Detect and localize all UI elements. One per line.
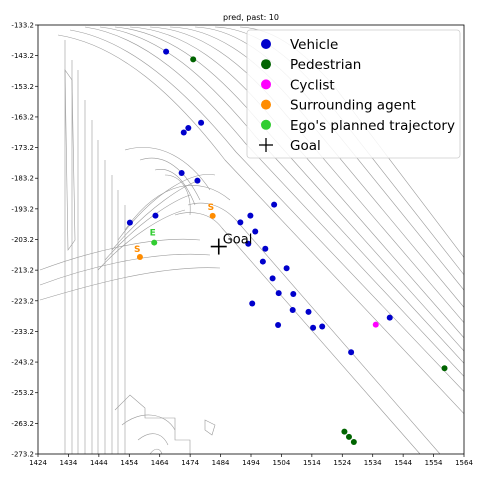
vehicle-point xyxy=(198,119,205,126)
y-tick-label: -253.2 xyxy=(11,389,34,397)
y-tick-label: -223.2 xyxy=(11,297,34,305)
x-tick-label: 1524 xyxy=(333,459,351,467)
x-tick-label: 1434 xyxy=(60,459,78,467)
cyclist-point xyxy=(372,321,379,328)
legend: Vehicle Pedestrian Cyclist Surrounding agen… xyxy=(246,29,461,159)
pedestrian-point xyxy=(350,439,357,446)
goal-marker: Goal xyxy=(210,233,253,255)
goal-label: Goal xyxy=(223,233,253,248)
vehicle-point xyxy=(271,201,278,208)
legend-marker-cyclist xyxy=(261,79,271,90)
pedestrian-point xyxy=(341,428,348,435)
agent-label: E xyxy=(150,229,156,239)
scatter-points xyxy=(126,48,448,446)
legend-marker-vehicle xyxy=(261,39,271,49)
vehicle-point xyxy=(247,212,254,219)
legend-label-vehicle: Vehicle xyxy=(290,37,338,53)
pedestrian-point xyxy=(190,56,197,63)
y-tick-label: -153.2 xyxy=(11,83,34,91)
y-tick-label: -133.2 xyxy=(11,22,34,30)
agent-label: S xyxy=(208,203,214,213)
vehicle-point xyxy=(194,177,201,184)
vehicle-point xyxy=(180,129,187,136)
vehicle-point xyxy=(269,275,276,282)
vehicle-point xyxy=(252,228,259,235)
x-tick-label: 1484 xyxy=(212,459,230,467)
vehicle-point xyxy=(178,170,185,177)
vehicle-point xyxy=(185,124,192,131)
x-tick-label: 1444 xyxy=(90,459,108,467)
vehicle-point xyxy=(152,212,159,219)
vehicle-point xyxy=(262,245,269,252)
ego-s-planned-trajectory-point xyxy=(151,239,158,246)
x-tick-label: 1474 xyxy=(181,459,199,467)
y-tick-label: -233.2 xyxy=(11,328,34,336)
y-tick-label: -183.2 xyxy=(11,175,34,183)
legend-box xyxy=(246,29,461,159)
x-tick-label: 1554 xyxy=(425,459,443,467)
x-tick-label: 1494 xyxy=(242,459,260,467)
pedestrian-point xyxy=(345,433,352,440)
y-tick-label: -263.2 xyxy=(11,420,34,428)
legend-label-goal: Goal xyxy=(290,138,321,154)
y-tick-label: -213.2 xyxy=(11,267,34,275)
y-tick-label: -243.2 xyxy=(11,359,34,367)
surrounding-agent-point xyxy=(209,212,216,219)
x-tick-label: 1424 xyxy=(29,459,47,467)
legend-label-ego-s-planned-trajectory: Ego's planned trajectory xyxy=(290,118,455,134)
legend-marker-surrounding-agent xyxy=(261,99,271,110)
vehicle-point xyxy=(245,240,252,247)
legend-label-surrounding-agent: Surrounding agent xyxy=(290,98,416,114)
y-tick-label: -173.2 xyxy=(11,144,34,152)
surrounding-agent-point xyxy=(136,253,143,260)
agent-label: S xyxy=(134,245,140,255)
y-tick-label: -203.2 xyxy=(11,236,34,244)
x-tick-label: 1564 xyxy=(455,459,473,467)
vehicle-point xyxy=(319,323,326,330)
vehicle-point xyxy=(249,300,256,307)
x-tick-label: 1454 xyxy=(120,459,138,467)
vehicle-point xyxy=(283,265,290,272)
vehicle-point xyxy=(289,306,296,313)
x-tick-label: 1504 xyxy=(273,459,291,467)
agent-labels: SSE xyxy=(134,203,214,255)
vehicle-point xyxy=(305,308,312,315)
x-tick-label: 1534 xyxy=(364,459,382,467)
y-tick-label: -273.2 xyxy=(11,451,34,459)
legend-label-cyclist: Cyclist xyxy=(290,77,335,93)
vehicle-point xyxy=(237,219,244,226)
vehicle-point xyxy=(163,48,170,55)
y-tick-label: -163.2 xyxy=(11,113,34,121)
vehicle-point xyxy=(259,258,266,265)
x-tick-label: 1544 xyxy=(394,459,412,467)
x-axis: 1424 1434 1444 1454 1464 1474 1484 1494 1504 1514… xyxy=(29,454,473,467)
x-tick-label: 1514 xyxy=(303,459,321,467)
vehicle-point xyxy=(275,321,282,328)
vehicle-point xyxy=(310,324,317,331)
vehicle-point xyxy=(275,290,282,297)
legend-label-pedestrian: Pedestrian xyxy=(290,57,361,73)
vehicle-point xyxy=(348,349,355,356)
legend-marker-ego-s-planned-trajectory xyxy=(261,119,271,130)
y-tick-label: -193.2 xyxy=(11,205,34,213)
x-tick-label: 1464 xyxy=(151,459,169,467)
y-axis: -133.2 -143.2 -153.2 -163.2 -173.2 -183.2 -193… xyxy=(11,22,38,459)
legend-marker-pedestrian xyxy=(261,59,271,70)
y-tick-label: -143.2 xyxy=(11,52,34,60)
chart-title: pred, past: 10 xyxy=(223,13,279,22)
vehicle-point xyxy=(290,291,297,298)
vehicle-point xyxy=(126,219,133,226)
pedestrian-point xyxy=(441,365,448,372)
vehicle-point xyxy=(386,314,393,321)
